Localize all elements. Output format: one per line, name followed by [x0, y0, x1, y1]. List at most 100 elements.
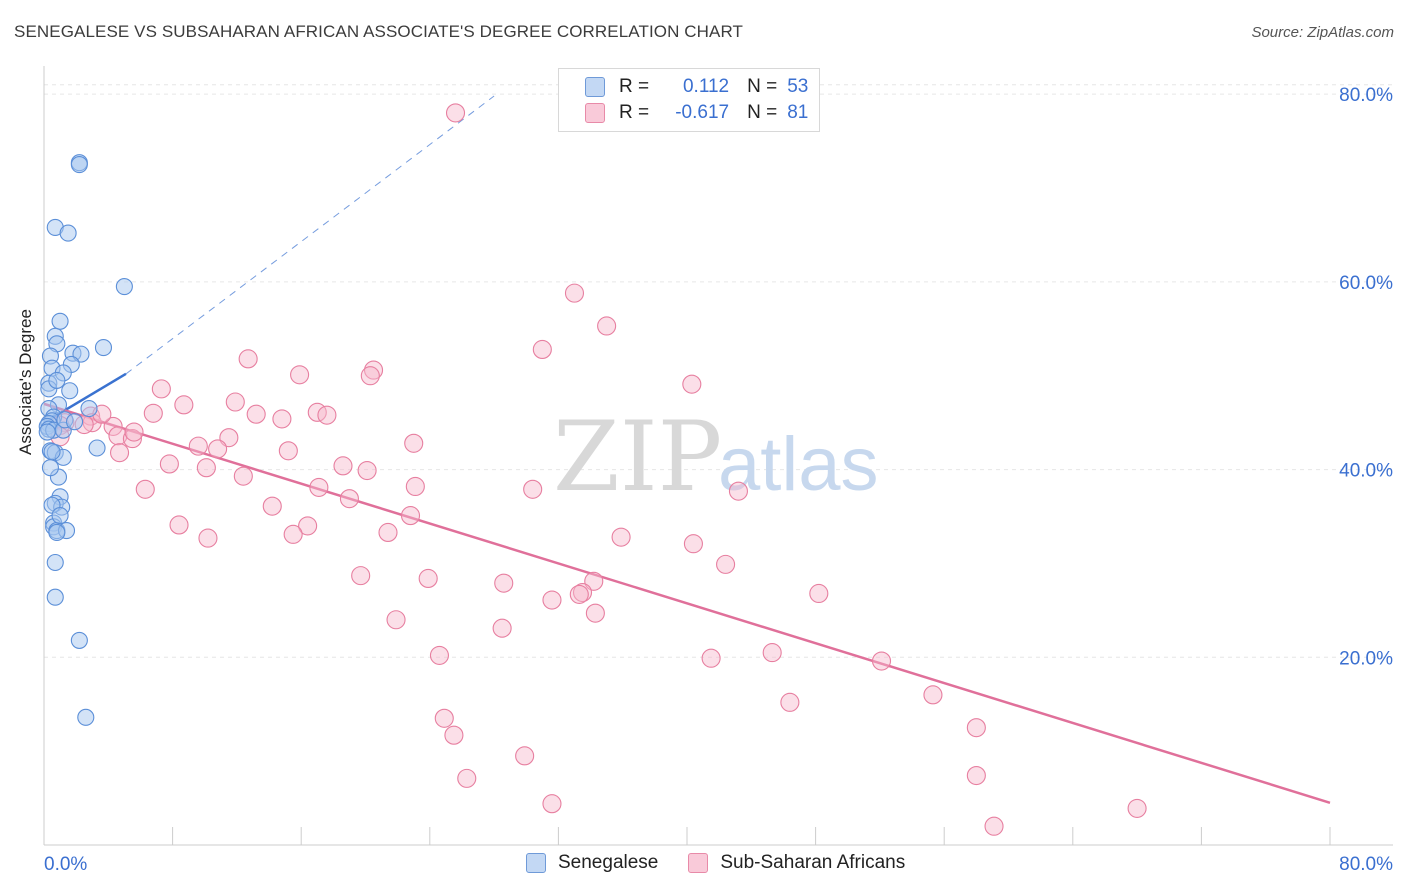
subsaharan-point [682, 374, 702, 394]
subsaharan-point [333, 456, 353, 476]
subsaharan-point [108, 426, 128, 446]
subsaharan-point [429, 645, 449, 665]
subsaharan-point [1127, 798, 1147, 818]
senegalese-point [48, 523, 66, 542]
chart-title: SENEGALESE VS SUBSAHARAN AFRICAN ASSOCIA… [14, 22, 744, 41]
subsaharan-point [169, 515, 189, 535]
subsaharan-point [363, 360, 384, 380]
subsaharan-point [434, 708, 454, 728]
subsaharan-point [196, 458, 216, 478]
subsaharan-point [418, 568, 438, 589]
subsaharan-point [110, 443, 130, 463]
subsaharan-point [208, 439, 228, 459]
senegalese-legend-swatch [526, 853, 546, 873]
subsaharan-point [143, 403, 163, 423]
legend-n-value: 53 [787, 76, 809, 97]
subsaharan-point [405, 476, 425, 497]
senegalese-point [41, 459, 59, 477]
subsaharan-point [378, 522, 398, 543]
subsaharan-point [564, 283, 585, 303]
subsaharan-point [569, 584, 589, 604]
legend-n-value: 81 [787, 102, 809, 123]
senegalese-point [94, 339, 113, 357]
subsaharan-point [188, 436, 208, 456]
x-tick-label: 0.0% [44, 854, 87, 875]
subsaharan-point [278, 441, 298, 461]
subsaharan-point [584, 571, 604, 591]
senegalese-swatch [585, 77, 605, 97]
watermark-atlas: atlas [718, 422, 879, 507]
y-axis-label: Associate's Degree [16, 309, 35, 455]
subsaharan-point [122, 429, 142, 449]
legend-row-senegalese: R = 0.112 N = 53 [585, 75, 808, 99]
subsaharan-point [309, 477, 329, 497]
y-tick-label: 20.0% [1339, 648, 1393, 669]
subsaharan-point [262, 496, 282, 516]
senegalese-points [38, 154, 133, 726]
subsaharan-point [219, 428, 239, 448]
subsaharan-point [174, 395, 194, 415]
subsaharan-point [233, 466, 253, 486]
senegalese-point [48, 371, 66, 389]
source-label: Source: ZipAtlas.com [1251, 24, 1394, 41]
senegalese-point [77, 708, 95, 726]
subsaharan-point [283, 524, 303, 544]
subsaharan-point [360, 366, 380, 386]
subsaharan-point [151, 379, 171, 399]
subsaharan-point [701, 648, 721, 668]
senegalese-point [70, 155, 88, 174]
subsaharan-point [728, 481, 748, 501]
subsaharan-trend-line [43, 402, 1331, 804]
senegalese-point [51, 507, 69, 525]
y-tick-label: 60.0% [1339, 273, 1393, 294]
subsaharan-point [445, 103, 466, 123]
senegalese-point [70, 631, 88, 649]
subsaharan-point [585, 603, 605, 623]
subsaharan-point [494, 573, 514, 593]
senegalese-point [51, 312, 69, 330]
gridlines [44, 84, 1393, 658]
legend-n-label: N = [747, 76, 778, 97]
subsaharan-point [400, 506, 421, 526]
legend-r-label: R = [619, 102, 650, 123]
subsaharan-point [780, 692, 800, 712]
subsaharan-point [611, 527, 631, 547]
senegalese-point [46, 588, 64, 606]
subsaharan-point [532, 339, 552, 359]
x-tick-label: 80.0% [1339, 854, 1393, 875]
subsaharan-point [457, 768, 477, 788]
subsaharan-point [246, 404, 266, 424]
subsaharan-point [966, 765, 986, 786]
subsaharan-point [984, 816, 1004, 836]
legend-r-value: 0.112 [682, 76, 730, 97]
senegalese-point [88, 439, 106, 457]
subsaharan-point [357, 460, 377, 481]
y-tick-label: 40.0% [1339, 461, 1393, 482]
subsaharan-point [444, 725, 464, 745]
subsaharan-point [871, 651, 892, 671]
subsaharan-point [103, 416, 123, 436]
senegalese-point [65, 413, 84, 431]
subsaharan-point [317, 405, 337, 425]
senegalese-trend-extension [125, 95, 495, 375]
legend-n-label: N = [747, 102, 778, 123]
subsaharan-point [923, 685, 943, 705]
subsaharan-point [238, 349, 258, 369]
subsaharan-point [523, 479, 543, 499]
subsaharan-point [809, 583, 829, 604]
subsaharan-point [515, 746, 535, 766]
subsaharan-legend-swatch [688, 853, 709, 873]
subsaharan-point [351, 566, 371, 586]
subsaharan-point [225, 392, 245, 412]
senegalese-point [43, 443, 61, 461]
subsaharan-point [159, 454, 179, 474]
subsaharan-point [542, 590, 562, 610]
subsaharan-point [572, 582, 593, 603]
subsaharan-point [386, 610, 406, 630]
watermark-zip: ZIP [553, 401, 722, 513]
legend-item-subsaharan: Sub-Saharan Africans [688, 852, 905, 874]
series-legend: Senegalese Sub-Saharan Africans [526, 852, 935, 874]
subsaharan-point [404, 433, 424, 453]
y-tick-label: 80.0% [1339, 85, 1393, 106]
